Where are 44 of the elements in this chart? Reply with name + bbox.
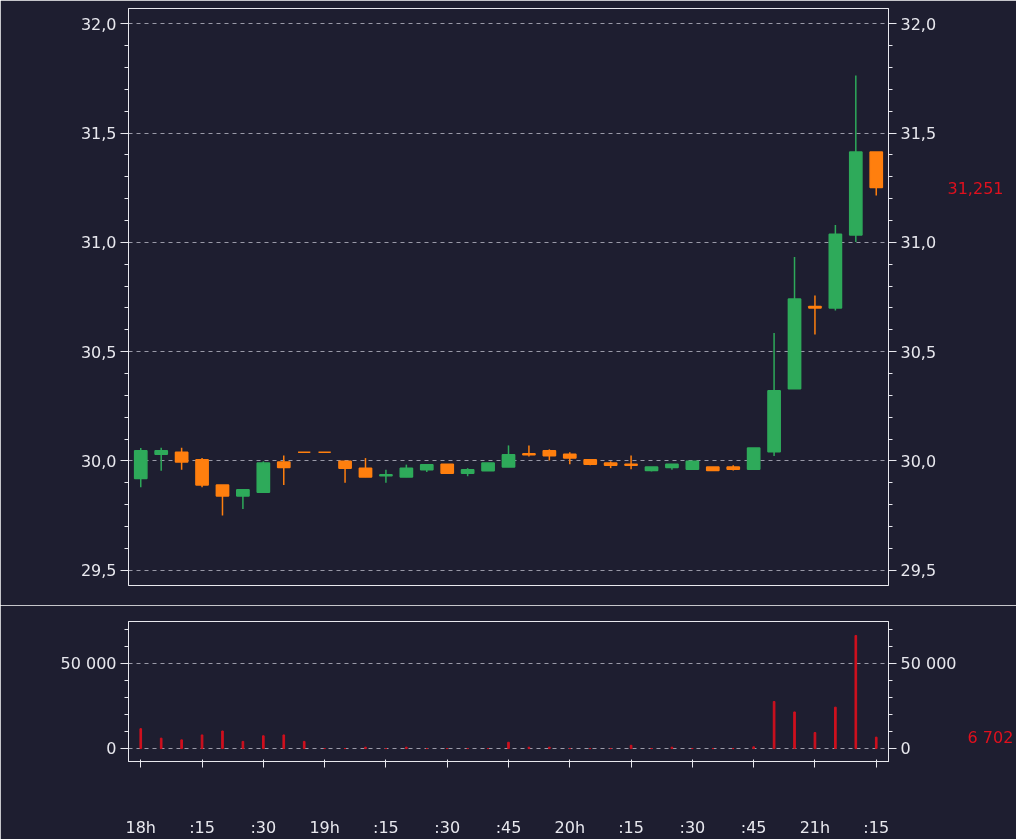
text: 31,251	[947, 178, 1004, 198]
candlestick	[358, 457, 373, 478]
y2-tick-label: 50 000	[900, 653, 957, 673]
x-tick-label: 18h	[125, 817, 157, 837]
candlestick	[808, 294, 822, 336]
y-tick-label: 29,5	[80, 561, 117, 581]
candlestick	[174, 447, 189, 471]
x-tick-label: :45	[740, 817, 767, 837]
y-tick-label: 31,5	[80, 124, 117, 144]
x-tick-label: 21h	[799, 817, 831, 837]
candlestick	[236, 489, 250, 510]
y-tick-label: 50 000	[60, 653, 117, 673]
x-tick-label: :30	[250, 817, 277, 837]
y-tick-label: 31,0	[80, 233, 117, 253]
x-tick-label: 19h	[309, 817, 340, 837]
y-tick-label: 30,5	[80, 342, 117, 362]
candlestick	[522, 444, 536, 458]
x-tick-label: 20h	[554, 817, 586, 837]
x-tick-label: :15	[863, 817, 890, 837]
candlestick	[624, 454, 638, 470]
candlestick	[501, 444, 516, 468]
candlestick	[215, 484, 230, 517]
y-tick-label: 32,0	[80, 14, 117, 34]
x-tick-label: :15	[373, 817, 399, 837]
y2-tick-label: 31,0	[900, 233, 937, 253]
candlestick	[379, 468, 393, 484]
y2-tick-label: 30,0	[900, 451, 937, 471]
y2-tick-label: 29,5	[900, 561, 937, 581]
candlestick	[746, 447, 761, 470]
candlestick	[276, 454, 291, 486]
x-tick-label: :15	[618, 817, 644, 837]
y-tick-label: 30,0	[80, 451, 117, 471]
y2-tick-label: 0	[900, 739, 911, 759]
candlestick	[154, 447, 169, 472]
x-tick-label: :15	[189, 817, 215, 837]
x-tick-label: :30	[434, 817, 461, 837]
x-tick-label: :30	[679, 817, 706, 837]
text: 6 702	[967, 727, 1014, 747]
y2-tick-label: 30,5	[900, 342, 937, 362]
candlestick	[338, 460, 352, 484]
y-tick-label: 0	[106, 739, 117, 759]
y2-tick-label: 32,0	[900, 14, 937, 34]
x-tick-label: :45	[495, 817, 522, 837]
y2-tick-label: 31,5	[900, 124, 937, 144]
